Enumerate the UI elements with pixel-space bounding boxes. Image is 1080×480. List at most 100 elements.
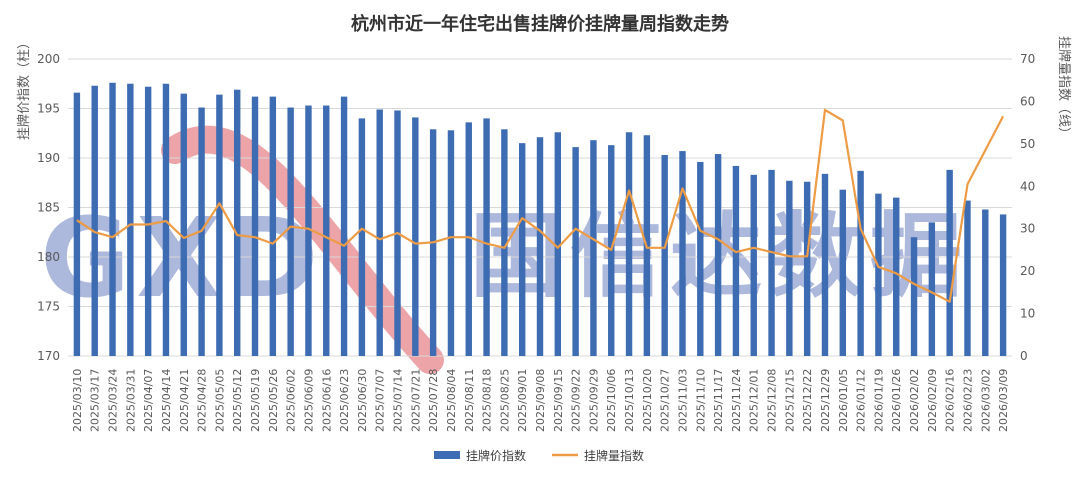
x-axis-ticks: 2025/03/10 2025/03/17 2025/03/24 2025/03/31… (71, 369, 1010, 432)
y2-tick-label: 0 (1020, 349, 1028, 363)
y2-tick-label: 30 (1020, 222, 1035, 236)
price-index-bar (91, 85, 98, 356)
price-index-bar (73, 92, 81, 356)
price-index-bar (323, 105, 330, 356)
y-tick-label: 190 (37, 151, 60, 165)
x-tick-label: 2025/08/04 (445, 369, 458, 432)
price-index-bar (305, 105, 312, 356)
x-tick-label: 2025/12/29 (819, 369, 832, 432)
price-index-bar (999, 214, 1007, 356)
x-tick-label: 2026/02/09 (926, 369, 939, 432)
price-index-bar (661, 155, 668, 356)
price-index-bar (412, 117, 419, 356)
y-tick-label: 200 (37, 52, 60, 66)
price-index-bar (750, 174, 757, 356)
price-index-bar (447, 130, 455, 356)
x-tick-label: 2025/04/14 (160, 369, 173, 432)
y-tick-label: 170 (37, 349, 60, 363)
x-tick-label: 2026/02/02 (908, 369, 921, 432)
y2-tick-label: 40 (1020, 179, 1035, 193)
x-tick-label: 2025/11/03 (676, 369, 689, 432)
x-tick-label: 2025/12/01 (748, 369, 761, 432)
x-tick-label: 2025/04/07 (142, 369, 155, 432)
price-index-bar (946, 169, 953, 356)
y2-tick-label: 20 (1020, 264, 1035, 278)
price-index-bar (803, 181, 811, 356)
x-tick-label: 2026/03/02 (979, 369, 992, 432)
price-index-bar (144, 86, 152, 356)
x-tick-label: 2025/07/21 (409, 369, 422, 432)
x-tick-label: 2025/11/24 (730, 369, 743, 432)
legend-bar-swatch (434, 451, 460, 459)
x-tick-label: 2025/04/21 (178, 369, 191, 432)
y-tick-label: 175 (37, 300, 60, 314)
price-index-bar (269, 96, 277, 357)
x-tick-label: 2025/09/01 (516, 369, 529, 432)
x-tick-label: 2025/08/11 (463, 369, 476, 432)
price-index-bar (857, 170, 864, 356)
x-tick-label: 2026/01/26 (890, 369, 903, 432)
x-tick-label: 2025/06/16 (320, 369, 333, 432)
price-index-bar (536, 137, 544, 356)
x-tick-label: 2025/06/02 (285, 369, 298, 432)
y-axis-label: 挂牌价指数（柱） (16, 36, 32, 140)
price-index-bar (216, 94, 223, 356)
x-tick-label: 2026/02/23 (961, 369, 974, 432)
x-tick-label: 2025/11/10 (694, 369, 707, 432)
x-tick-label: 2025/05/12 (231, 369, 244, 432)
x-tick-label: 2025/03/31 (124, 369, 137, 432)
x-tick-label: 2025/09/15 (552, 369, 565, 432)
x-tick-label: 2025/10/20 (641, 369, 654, 432)
price-index-bar (679, 151, 686, 356)
x-tick-label: 2025/05/26 (267, 369, 280, 432)
x-tick-label: 2025/05/05 (213, 369, 226, 432)
listing-volume-line (76, 108, 1005, 303)
price-index-bar (287, 107, 294, 356)
x-tick-label: 2025/10/27 (659, 369, 672, 432)
x-tick-label: 2026/01/05 (837, 369, 850, 432)
x-tick-label: 2025/03/17 (89, 369, 102, 432)
y2-tick-label: 50 (1020, 137, 1035, 151)
price-index-bar (625, 132, 633, 356)
price-index-bar (572, 147, 579, 356)
x-tick-label: 2025/10/13 (623, 369, 636, 432)
price-index-bar (340, 96, 348, 357)
legend-bar-label: 挂牌价指数 (466, 448, 526, 463)
y2-tick-label: 70 (1020, 52, 1035, 66)
x-tick-label: 2025/04/28 (196, 369, 209, 432)
x-tick-label: 2025/07/07 (374, 369, 387, 432)
price-index-bar (518, 143, 526, 356)
price-index-bar (768, 169, 775, 356)
x-tick-label: 2025/09/08 (534, 369, 547, 432)
x-tick-label: 2025/12/08 (766, 369, 779, 432)
x-tick-label: 2025/05/19 (249, 369, 262, 432)
x-tick-label: 2025/10/06 (605, 369, 618, 432)
x-tick-label: 2025/07/14 (392, 369, 405, 432)
price-index-bar (234, 89, 241, 356)
price-index-bar (109, 82, 116, 356)
price-index-bar (928, 222, 936, 356)
price-index-bar (590, 140, 597, 356)
price-index-bar (501, 129, 508, 356)
y2-axis-label: 挂牌量指数（线） (1056, 36, 1072, 140)
price-index-bar (875, 193, 882, 356)
y-tick-label: 195 (37, 102, 60, 116)
price-index-bar (821, 173, 829, 356)
price-index-bar (162, 83, 170, 356)
price-index-bar (732, 165, 740, 356)
x-tick-label: 2025/09/29 (587, 369, 600, 432)
x-tick-label: 2025/08/25 (498, 369, 511, 432)
y2-tick-label: 60 (1020, 94, 1035, 108)
price-index-bar (893, 197, 900, 356)
price-index-bar (251, 96, 259, 357)
x-tick-label: 2026/03/09 (997, 369, 1010, 432)
x-tick-label: 2025/06/23 (338, 369, 351, 432)
x-tick-label: 2025/03/24 (107, 369, 120, 432)
price-index-bar (358, 118, 366, 357)
x-tick-label: 2025/12/22 (801, 369, 814, 432)
price-index-bar (483, 118, 490, 357)
right-axis-ticks: 0 10 20 30 40 50 60 70 (1020, 52, 1035, 363)
x-tick-label: 2025/09/22 (570, 369, 583, 432)
y-tick-label: 180 (37, 250, 60, 264)
price-index-bar (982, 209, 989, 356)
